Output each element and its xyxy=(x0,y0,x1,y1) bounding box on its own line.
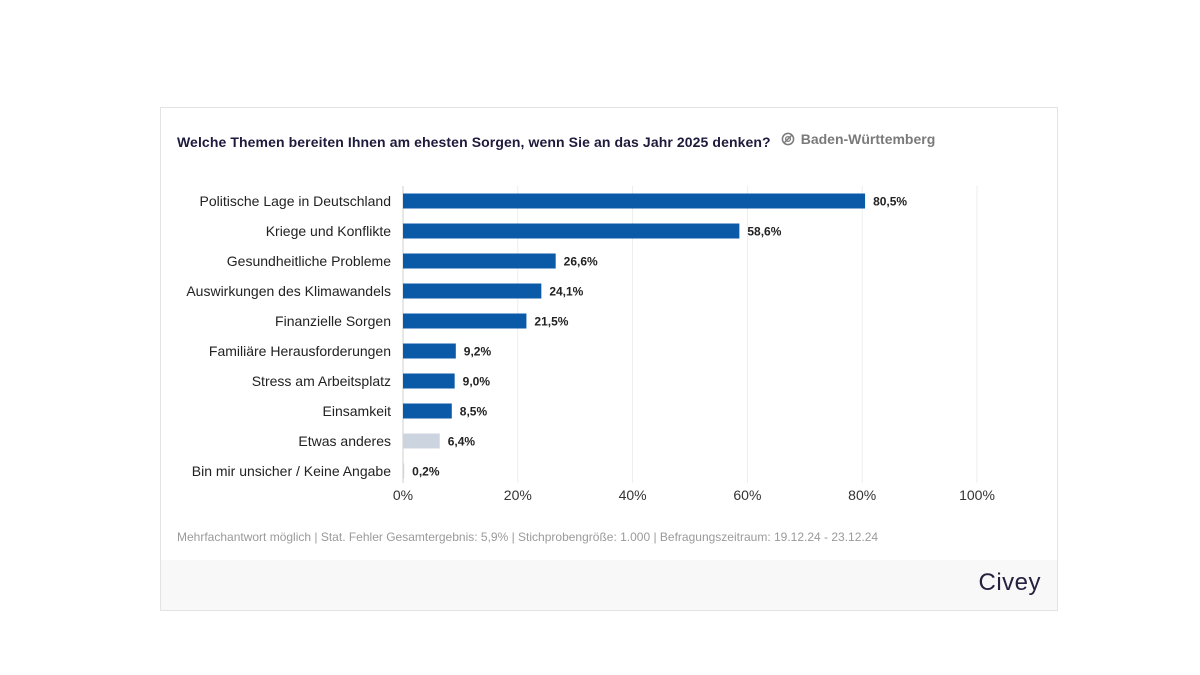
category-label: Etwas anderes xyxy=(298,433,391,449)
category-label: Familiäre Herausforderungen xyxy=(209,343,391,359)
category-label: Bin mir unsicher / Keine Angabe xyxy=(192,463,391,479)
value-label: 9,0% xyxy=(463,375,491,389)
value-label: 24,1% xyxy=(549,285,583,299)
bar xyxy=(403,283,542,299)
brand-bar: Civey xyxy=(161,560,1057,610)
category-label: Einsamkeit xyxy=(323,403,392,419)
value-label: 58,6% xyxy=(747,225,781,239)
x-tick-label: 60% xyxy=(733,487,761,503)
value-label: 6,4% xyxy=(448,435,476,449)
bar xyxy=(403,403,452,419)
value-label: 80,5% xyxy=(873,195,907,209)
question-title: Welche Themen bereiten Ihnen am ehesten … xyxy=(177,134,771,150)
bar xyxy=(403,343,456,359)
region-label: Baden-Württemberg xyxy=(800,131,936,147)
value-label: 9,2% xyxy=(464,345,492,359)
value-label: 8,5% xyxy=(460,405,488,419)
title-row: Welche Themen bereiten Ihnen am ehesten … xyxy=(177,131,1037,150)
bar xyxy=(403,223,740,239)
value-label: 26,6% xyxy=(564,255,598,269)
globe-no-icon xyxy=(781,132,795,146)
footer-note: Mehrfachantwort möglich | Stat. Fehler G… xyxy=(177,530,879,544)
category-label: Kriege und Konflikte xyxy=(266,223,392,239)
bar xyxy=(403,433,440,449)
region-label-wrap: Baden-Württemberg xyxy=(781,131,936,147)
chart-card: Welche Themen bereiten Ihnen am ehesten … xyxy=(160,107,1058,611)
brand-logo: Civey xyxy=(978,569,1041,596)
bar xyxy=(403,193,866,209)
bar xyxy=(403,463,405,479)
bar xyxy=(403,373,455,389)
x-tick-label: 100% xyxy=(959,487,995,503)
category-label: Auswirkungen des Klimawandels xyxy=(186,283,391,299)
category-label: Gesundheitliche Probleme xyxy=(227,253,391,269)
bar xyxy=(403,253,556,269)
bar-chart: 0% 20% 40% 60% 80% 100% Politische Lage in Deu… xyxy=(186,186,995,503)
category-label: Stress am Arbeitsplatz xyxy=(252,373,391,389)
value-label: 21,5% xyxy=(534,315,568,329)
category-label: Politische Lage in Deutschland xyxy=(200,193,391,209)
x-tick-label: 40% xyxy=(619,487,647,503)
x-tick-label: 0% xyxy=(393,487,413,503)
x-tick-label: 20% xyxy=(504,487,532,503)
bar xyxy=(403,313,527,329)
value-label: 0,2% xyxy=(412,465,440,479)
x-tick-label: 80% xyxy=(848,487,876,503)
category-label: Finanzielle Sorgen xyxy=(275,313,391,329)
